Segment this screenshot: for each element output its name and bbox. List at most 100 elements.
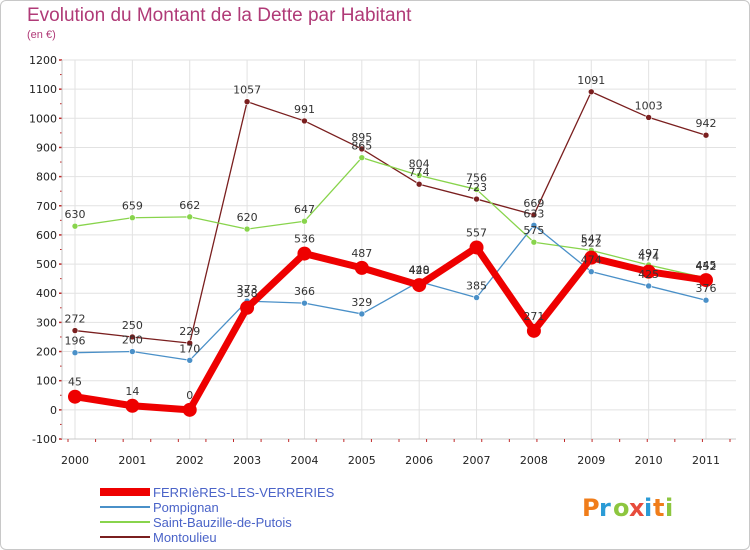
y-tick-label: 500 [36,258,57,271]
x-tick-label: 2006 [405,454,433,467]
data-point [587,88,595,96]
data-point [301,117,308,125]
data-label: 630 [65,208,86,221]
y-tick-label: 1200 [29,54,57,67]
series-line-1 [74,224,707,361]
data-label: 373 [237,283,258,296]
data-point [243,98,251,105]
y-tick-label: 200 [36,346,57,359]
data-label: 547 [581,232,602,245]
data-point [71,327,79,334]
data-point [702,131,710,139]
y-tick-label: -100 [32,433,57,446]
data-point [530,238,538,246]
data-label: 474 [638,251,659,264]
data-point [186,339,194,347]
data-point [526,323,541,338]
chart-title: Evolution du Montant de la Dette par Hab… [27,5,412,26]
x-tick-label: 2004 [290,454,318,467]
data-point [473,195,480,203]
data-label: 271 [523,310,544,323]
data-point [182,402,197,417]
data-label: 1003 [635,99,663,112]
data-label: 425 [638,268,659,281]
data-point [699,273,713,288]
data-point [641,264,656,279]
data-label: 774 [409,166,430,179]
data-point [129,214,136,222]
data-point [243,225,251,233]
grid [62,59,736,440]
legend-label: Pompignan [153,500,219,515]
x-tick-label: 2000 [61,454,89,467]
y-tick-label: 100 [36,375,57,388]
data-label: 557 [466,226,487,239]
data-point [473,186,480,193]
data-point [186,356,194,364]
data-label: 170 [179,342,200,355]
data-label: 200 [122,334,143,347]
data-label: 196 [65,335,86,348]
data-label: 452 [696,260,717,273]
data-label: 272 [65,313,86,326]
y-tick-label: 1100 [29,83,57,96]
data-point [645,114,652,121]
data-label: 1091 [577,74,605,87]
data-point [358,145,366,153]
legend: FERRIèRES-LES-VERRERIESPompignanSaint-Ba… [100,485,335,545]
x-tick-label: 2007 [463,454,491,467]
plot-area [62,60,736,439]
data-label: 474 [581,254,602,267]
data-point [530,222,538,229]
data-point [358,154,366,161]
data-point [240,300,255,315]
data-label: 669 [523,197,544,210]
data-label: 358 [237,287,258,300]
data-label: 865 [351,140,372,153]
logo-letter: i [644,494,652,522]
y-tick-label: 600 [36,229,57,242]
data-label: 662 [179,199,200,212]
data-label: 522 [581,237,602,250]
data-label: 536 [294,233,315,246]
data-label: 620 [237,211,258,224]
data-point [645,282,652,290]
data-label: 1057 [233,84,261,97]
data-point [530,211,538,219]
logo-letter: x [629,494,645,522]
data-label: 804 [409,157,430,170]
data-point [129,333,136,341]
data-point [301,217,308,225]
data-label: 440 [409,264,430,277]
data-label: 366 [294,285,315,298]
data-point [415,180,423,188]
legend-label: Saint-Bauzille-de-Putois [153,515,292,530]
data-label: 376 [696,282,717,295]
x-tick-label: 2010 [635,454,663,467]
y-tick-label: 700 [36,200,57,213]
data-label: 329 [351,296,372,309]
y-tick-label: 300 [36,316,57,329]
data-label: 756 [466,171,487,184]
data-point [587,268,595,275]
data-label: 647 [294,203,315,216]
data-point [469,240,484,255]
data-label: 991 [294,103,315,116]
data-label: 497 [638,247,659,260]
series-group [68,88,713,417]
data-label: 250 [122,319,143,332]
data-point [358,310,366,318]
data-point [186,213,194,221]
x-tick-label: 2011 [692,454,720,467]
data-label: 45 [68,376,82,389]
logo-letter: r [599,494,611,522]
data-point [473,294,480,301]
data-point [412,278,427,293]
legend-label: Montoulieu [153,530,217,545]
data-label: 723 [466,181,487,194]
data-point [71,222,79,230]
data-label: 487 [351,247,372,260]
x-tick-label: 2003 [233,454,261,467]
series-line-0 [71,243,710,414]
